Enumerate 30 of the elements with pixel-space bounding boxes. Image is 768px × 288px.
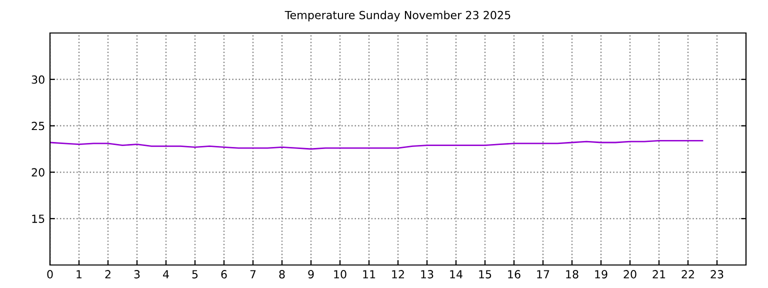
- chart-title: Temperature Sunday November 23 2025: [284, 10, 510, 22]
- x-tick-label: 12: [392, 270, 404, 278]
- line-series: [50, 140, 704, 150]
- x-tick-label: 2: [105, 270, 110, 278]
- x-tick-label: 10: [334, 270, 346, 278]
- x-tick-label: 19: [595, 270, 608, 278]
- y-tick-label: 20: [32, 168, 44, 177]
- x-tick-label: 0: [47, 270, 53, 278]
- x-tick-label: 8: [279, 270, 285, 278]
- x-tick-label: 11: [363, 270, 376, 278]
- y-tick-label: 15: [32, 214, 44, 223]
- x-tick-label: 6: [221, 270, 227, 278]
- x-tick-label: 14: [450, 270, 462, 278]
- x-tick-label: 17: [537, 270, 550, 278]
- x-tick-label: 9: [308, 270, 314, 278]
- x-tick-label: 15: [479, 270, 492, 278]
- x-tick-label: 4: [163, 270, 169, 278]
- x-tick-label: 3: [134, 270, 140, 278]
- x-tick-label: 22: [682, 270, 694, 278]
- x-tick-label: 21: [652, 270, 666, 278]
- x-tick-label: 13: [421, 270, 434, 278]
- x-tick-label: 20: [624, 270, 636, 278]
- x-tick-label: 7: [250, 270, 256, 278]
- y-tick-label: 30: [32, 75, 44, 84]
- x-tick-label: 18: [566, 270, 578, 278]
- x-tick-label: 23: [710, 270, 724, 278]
- x-tick-label: 1: [76, 270, 82, 278]
- y-tick-label: 25: [32, 122, 44, 130]
- x-tick-label: 5: [192, 270, 198, 278]
- x-tick-label: 16: [508, 270, 520, 278]
